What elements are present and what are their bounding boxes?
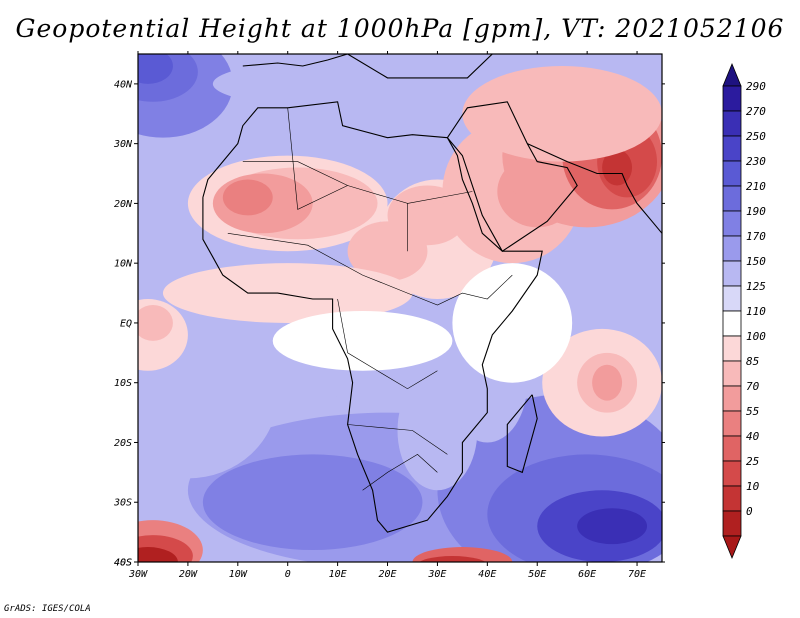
coastline bbox=[506, 394, 538, 474]
field-blob bbox=[272, 310, 453, 371]
country-border bbox=[337, 298, 438, 390]
x-tick-label: 60E bbox=[578, 569, 596, 580]
colorbar-label: 270 bbox=[746, 105, 766, 118]
colorbar-label: 70 bbox=[746, 380, 760, 393]
colorbar-swatch bbox=[722, 385, 742, 412]
colorbar-label: 110 bbox=[746, 305, 766, 318]
country-border bbox=[227, 233, 513, 306]
colorbar-label: 125 bbox=[746, 280, 766, 293]
colorbar-label: 10 bbox=[746, 480, 760, 493]
colorbar-label: 230 bbox=[746, 155, 766, 168]
field-blob bbox=[138, 547, 178, 562]
country-border bbox=[242, 161, 408, 252]
x-tick-label: 20W bbox=[179, 569, 198, 580]
field-blob bbox=[462, 65, 662, 162]
y-tick-label: 20N bbox=[114, 199, 133, 210]
x-tick-label: 0 bbox=[285, 569, 291, 580]
colorbar-upper-tip bbox=[722, 62, 742, 87]
y-tick-label: 30N bbox=[113, 139, 133, 150]
y-tick-label: 10S bbox=[114, 378, 132, 389]
colorbar-swatch bbox=[722, 285, 742, 312]
x-tick-label: 30E bbox=[427, 569, 446, 580]
colorbar: 2902702502302101901701501251101008570554… bbox=[722, 62, 766, 560]
grads-credit: GrADS: IGES/COLA bbox=[4, 604, 91, 614]
y-tick-label: 10N bbox=[114, 259, 133, 270]
colorbar-label: 55 bbox=[746, 405, 759, 418]
colorbar-swatch bbox=[722, 160, 742, 187]
field-blob bbox=[287, 83, 438, 120]
field-blob bbox=[577, 508, 648, 545]
field-blob bbox=[602, 149, 633, 186]
x-tick-label: 20E bbox=[378, 569, 396, 580]
coastline bbox=[202, 101, 543, 533]
x-tick-label: 30W bbox=[128, 569, 148, 580]
country-border bbox=[362, 454, 438, 491]
colorbar-label: 210 bbox=[746, 180, 766, 193]
colorbar-swatch bbox=[722, 260, 742, 287]
y-tick-label: 40S bbox=[114, 558, 132, 569]
height-field bbox=[138, 54, 662, 562]
coastline bbox=[446, 101, 578, 252]
colorbar-label: 150 bbox=[746, 255, 766, 268]
y-tick-label: 40S bbox=[114, 558, 132, 569]
coastline bbox=[527, 143, 662, 234]
coastline bbox=[242, 54, 494, 79]
colorbar-swatch bbox=[722, 460, 742, 487]
y-tick-label: 40N bbox=[114, 79, 133, 90]
colorbar-swatch bbox=[722, 510, 742, 537]
map-frame bbox=[137, 53, 663, 563]
country-border bbox=[287, 107, 348, 210]
country-border bbox=[407, 191, 473, 204]
x-axis: 30W 20W 10W 0 10E 20E 30E 40E 50E 60E 70E bbox=[128, 51, 646, 580]
field-blob bbox=[419, 556, 486, 562]
colorbar-label: 25 bbox=[746, 455, 759, 468]
field-blob bbox=[138, 305, 173, 341]
field-blob bbox=[162, 263, 413, 323]
colorbar-swatch bbox=[722, 110, 742, 137]
colorbar-swatch bbox=[722, 135, 742, 162]
colorbar-lower-tip bbox=[722, 535, 742, 560]
y-tick-label: 20S bbox=[114, 438, 132, 449]
colorbar-swatch bbox=[722, 485, 742, 512]
x-tick-label: 10E bbox=[329, 569, 347, 580]
colorbar-label: 85 bbox=[746, 355, 759, 368]
colorbar-label: 40 bbox=[746, 430, 760, 443]
field-blob bbox=[452, 263, 573, 383]
x-tick-label: 70E bbox=[628, 569, 646, 580]
x-tick-label: 40E bbox=[478, 569, 496, 580]
chart: 30W 20W 10W 0 10E 20E 30E 40E 50E 60E 70E 40N 30N 20… bbox=[113, 51, 766, 580]
colorbar-swatch bbox=[722, 335, 742, 362]
x-tick-label: 50E bbox=[528, 569, 546, 580]
country-border bbox=[347, 424, 448, 455]
colorbar-swatch bbox=[722, 185, 742, 212]
colorbar-label: 0 bbox=[746, 505, 753, 518]
colorbar-swatch bbox=[722, 435, 742, 462]
colorbar-label: 190 bbox=[746, 205, 766, 218]
field-blob bbox=[138, 54, 173, 84]
colorbar-swatch bbox=[722, 210, 742, 237]
field-blob bbox=[202, 454, 423, 551]
colorbar-label: 290 bbox=[746, 80, 766, 93]
y-tick-label: EQ bbox=[120, 318, 132, 329]
colorbar-label: 250 bbox=[746, 130, 766, 143]
colorbar-swatch bbox=[722, 235, 742, 262]
colorbar-label: 170 bbox=[746, 230, 766, 243]
chart-title: Geopotential Height at 1000hPa [gpm], VT… bbox=[15, 14, 785, 43]
colorbar-swatch bbox=[722, 85, 742, 112]
x-tick-label: 10W bbox=[229, 569, 248, 580]
field-blob bbox=[592, 364, 623, 401]
colorbar-label: 100 bbox=[746, 330, 766, 343]
colorbar-swatch bbox=[722, 310, 742, 337]
field-blob bbox=[138, 311, 278, 479]
y-tick-label: 30S bbox=[113, 498, 132, 509]
colorbar-swatch bbox=[722, 360, 742, 387]
colorbar-swatch bbox=[722, 410, 742, 437]
coastlines bbox=[202, 54, 662, 533]
field-blob bbox=[222, 179, 273, 216]
